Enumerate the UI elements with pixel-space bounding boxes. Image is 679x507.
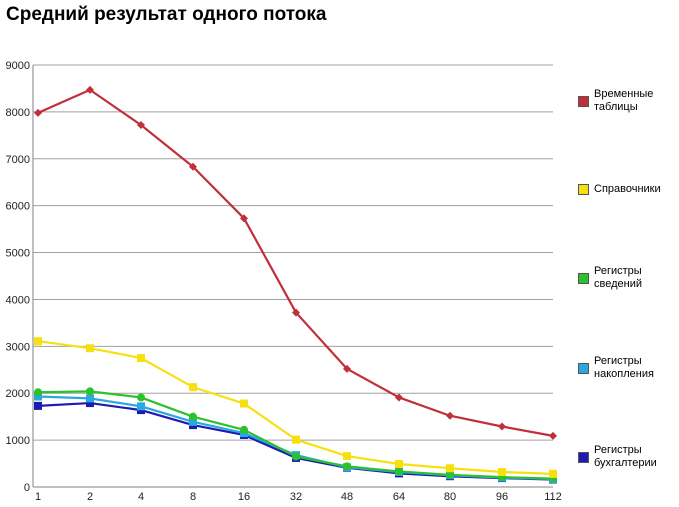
legend-item: Регистры накопления <box>578 355 672 381</box>
data-point <box>343 462 351 471</box>
data-point <box>34 392 42 401</box>
data-point <box>34 108 42 117</box>
data-point <box>446 411 454 420</box>
legend-item: Регистры бухгалтерии <box>578 444 672 470</box>
data-point <box>446 470 454 479</box>
chart-title: Средний результат одного потока <box>6 4 327 25</box>
data-point <box>343 364 351 373</box>
legend-swatch <box>578 451 589 463</box>
data-point <box>137 393 145 402</box>
x-tick-label: 2 <box>87 491 93 503</box>
x-tick-label: 1 <box>35 491 41 503</box>
x-tick-label: 32 <box>290 491 302 503</box>
data-point <box>446 464 454 473</box>
y-tick-label: 8000 <box>6 107 30 119</box>
data-point <box>34 388 42 397</box>
data-point <box>292 435 300 444</box>
x-tick-label: 80 <box>444 491 456 503</box>
legend-swatch <box>578 362 589 374</box>
y-tick-label: 3000 <box>6 341 30 353</box>
legend-label: Регистры сведений <box>594 265 642 290</box>
data-point <box>292 308 300 317</box>
data-point <box>292 452 300 461</box>
legend-label: Временные таблицы <box>594 88 654 113</box>
data-point <box>189 162 197 171</box>
data-point <box>34 337 42 346</box>
data-point <box>240 425 248 434</box>
x-tick-label: 8 <box>190 491 196 503</box>
y-tick-label: 4000 <box>6 294 30 306</box>
data-point <box>86 344 94 353</box>
legend-swatch <box>578 95 589 107</box>
legend-item: Справочники <box>578 183 672 196</box>
y-tick-label: 9000 <box>6 60 30 72</box>
data-point <box>343 452 351 461</box>
x-tick-label: 96 <box>496 491 508 503</box>
y-tick-label: 2000 <box>6 388 30 400</box>
legend-item: Временные таблицы <box>578 88 672 114</box>
x-tick-label: 16 <box>238 491 250 503</box>
legend-label: Регистры накопления <box>594 355 654 380</box>
data-point <box>137 402 145 411</box>
y-tick-label: 5000 <box>6 248 30 260</box>
legend-swatch <box>578 184 589 195</box>
data-point <box>137 354 145 363</box>
legend-item: Регистры сведений <box>578 265 672 291</box>
data-point <box>498 467 506 476</box>
y-tick-label: 1000 <box>6 435 30 447</box>
data-point <box>189 383 197 392</box>
data-point <box>189 412 197 421</box>
data-point <box>34 401 42 410</box>
x-tick-label: 64 <box>393 491 405 503</box>
data-point <box>137 121 145 130</box>
series-line <box>37 88 554 437</box>
data-point <box>86 85 94 94</box>
data-point <box>549 431 557 440</box>
legend-swatch <box>578 272 589 284</box>
data-point <box>549 469 557 478</box>
x-tick-label: 112 <box>544 491 562 503</box>
data-point <box>86 399 94 408</box>
data-point <box>86 394 94 403</box>
data-point <box>86 387 94 396</box>
x-tick-label: 4 <box>138 491 144 503</box>
legend-label: Справочники <box>594 183 661 195</box>
data-point <box>240 214 248 223</box>
chart-legend: Временные таблицы Справочники Регистры све… <box>578 0 678 507</box>
data-point <box>498 422 506 431</box>
series-line <box>37 390 554 480</box>
data-point <box>395 467 403 476</box>
legend-label: Регистры бухгалтерии <box>594 444 657 469</box>
data-point <box>395 393 403 402</box>
data-point <box>189 417 197 426</box>
y-tick-label: 0 <box>24 482 30 494</box>
y-tick-label: 6000 <box>6 201 30 213</box>
data-point <box>395 460 403 469</box>
x-tick-label: 48 <box>341 491 353 503</box>
y-tick-label: 7000 <box>6 154 30 166</box>
data-point <box>240 399 248 408</box>
